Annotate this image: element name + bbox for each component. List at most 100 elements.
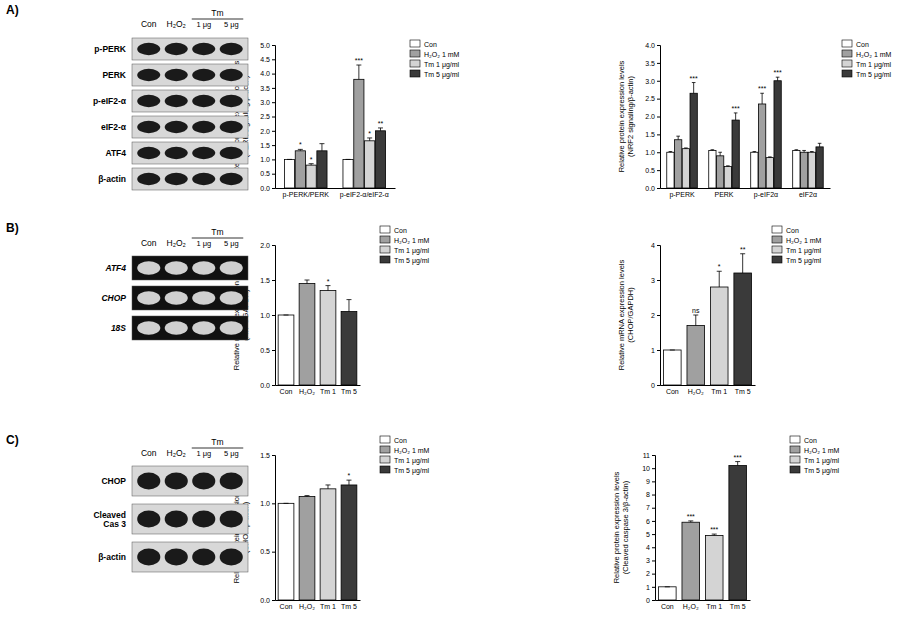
tick: 5.0 xyxy=(260,42,275,49)
blot-band xyxy=(192,121,215,133)
tick: 3.0 xyxy=(260,99,275,106)
error-bar xyxy=(305,495,310,497)
significance: *** xyxy=(734,454,742,461)
annotations: ******** xyxy=(299,57,384,163)
blot-band xyxy=(137,473,160,490)
axis-line xyxy=(661,188,831,189)
tick-label: 3.0 xyxy=(645,77,655,84)
legend-label: H₂O₂ 1 mM xyxy=(394,237,430,244)
error-bar xyxy=(346,159,351,160)
tick-mark xyxy=(272,245,275,246)
x-axis: p-PERK/PERKp-eIF2-α/eIF2-α xyxy=(276,188,396,199)
error-bar xyxy=(735,462,740,466)
legend-label: Con xyxy=(394,227,407,234)
bar xyxy=(724,167,731,188)
tick-label: 1 xyxy=(651,347,655,354)
legend-label: Tm 5 μg/ml xyxy=(786,257,822,265)
legend-label: H₂O₂ 1 mM xyxy=(856,51,892,58)
lane-header: Con xyxy=(141,19,157,29)
legend-swatch xyxy=(772,226,782,233)
tick-label: 11 xyxy=(643,452,650,459)
blot-band xyxy=(220,321,243,334)
bar xyxy=(808,152,815,188)
tick: 7 xyxy=(646,504,655,511)
tick-mark xyxy=(652,600,655,601)
legend-label: H₂O₂ 1 mM xyxy=(786,237,822,244)
lane-header: Con xyxy=(141,238,157,248)
significance: * xyxy=(718,263,721,270)
x-axis: ConH₂O₂Tm 1Tm 5 xyxy=(661,385,756,395)
tick-label: p-eIF2α xyxy=(754,191,778,199)
panel-label: A) xyxy=(6,3,19,17)
tick-label: Tm 5 xyxy=(730,603,746,610)
tick: Tm 1 xyxy=(320,600,336,610)
bar xyxy=(320,291,336,386)
blot-band xyxy=(220,549,243,566)
legend-label: H₂O₂ 1 mM xyxy=(804,447,840,454)
tick-label: 3.0 xyxy=(260,99,270,106)
tick: Con xyxy=(666,385,679,395)
tick: 0.5 xyxy=(645,167,660,174)
blot-panel: A)ConH₂O₂Tm1 μg5 μgp-PERKPERKp-eIF2-αeIF… xyxy=(6,3,248,190)
blot-label: 18S xyxy=(111,323,126,333)
blot-band xyxy=(220,121,243,133)
lane-header: 5 μg xyxy=(224,20,239,29)
blot-band xyxy=(137,321,160,334)
tick-mark xyxy=(272,552,275,553)
tick-label: 1.0 xyxy=(260,500,270,507)
lane-header: 5 μg xyxy=(224,449,239,458)
legend-swatch xyxy=(790,456,800,463)
tick-label: 3.5 xyxy=(260,85,270,92)
blot-label: ATF4 xyxy=(105,148,126,158)
tick: 1.5 xyxy=(260,142,275,149)
tick: 1.0 xyxy=(260,156,275,163)
blot-band xyxy=(165,549,188,566)
legend-swatch xyxy=(410,70,420,77)
axis-title: Relative protein expression levels(Cleav… xyxy=(612,471,630,583)
blot-band xyxy=(192,511,215,528)
bar xyxy=(667,152,674,188)
legend-label: Tm 1 μg/ml xyxy=(394,247,430,255)
lane-header: H₂O₂ xyxy=(167,238,186,248)
significance: *** xyxy=(732,105,740,112)
tick-mark xyxy=(657,117,660,118)
tick: 5 xyxy=(646,531,655,538)
tick-label: 1.0 xyxy=(260,312,270,319)
legend-label: Tm 1 μg/ml xyxy=(856,61,892,69)
tick-label: 0.5 xyxy=(260,548,270,555)
tick-label: 3.5 xyxy=(645,60,655,67)
tick-mark xyxy=(272,145,275,146)
plot-area xyxy=(284,65,385,188)
significance: *** xyxy=(687,513,695,520)
blot-strip xyxy=(132,256,248,280)
tick-label: Con xyxy=(666,388,679,395)
tick-mark xyxy=(657,63,660,64)
error-bar xyxy=(346,300,351,312)
tick-mark xyxy=(272,280,275,281)
tick-mark xyxy=(657,81,660,82)
axis-line xyxy=(272,246,276,386)
tick: Tm 1 xyxy=(706,600,722,610)
blot-strip xyxy=(132,116,248,138)
error-bar xyxy=(717,271,722,287)
bar xyxy=(682,149,689,188)
tick-mark xyxy=(652,508,655,509)
blot-band xyxy=(165,511,188,528)
significance: * xyxy=(299,141,302,148)
tick-label: 1.5 xyxy=(645,131,655,138)
axis-line xyxy=(661,385,756,386)
error-bar xyxy=(718,152,722,156)
tick: H₂O₂ xyxy=(683,600,699,610)
bar xyxy=(690,93,697,188)
blot-band xyxy=(165,121,188,133)
bar xyxy=(687,326,705,386)
tick: 0.0 xyxy=(260,382,275,389)
blot-strip xyxy=(132,38,248,60)
legend-swatch xyxy=(842,70,852,77)
legend-swatch xyxy=(772,246,782,253)
x-axis: ConH₂O₂Tm 1Tm 5 xyxy=(276,600,361,610)
plot-area xyxy=(664,254,752,385)
tick-label: eIF2α xyxy=(799,191,817,198)
blot-label: p-PERK xyxy=(94,44,127,54)
error-bar xyxy=(692,83,696,94)
